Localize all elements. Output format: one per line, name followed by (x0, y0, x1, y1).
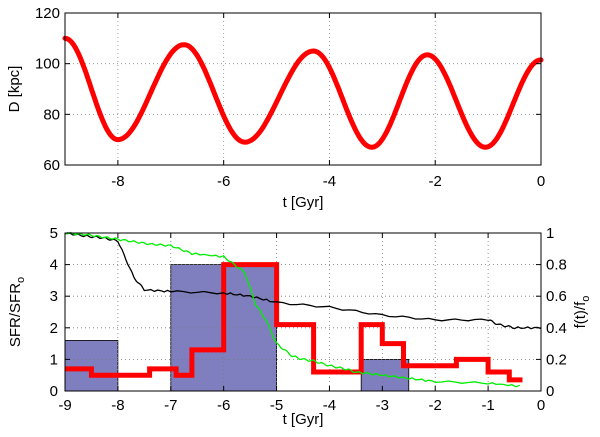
sfr-x-tick-label: -5 (270, 397, 283, 414)
fraction-y-tick-label: 1 (546, 225, 554, 242)
fraction-y-tick-label: 0.2 (546, 351, 567, 368)
sfr-y-tick-label: 3 (50, 288, 58, 305)
distance-y-tick-label: 120 (35, 5, 60, 22)
sfr-x-axis-label: t [Gyr] (283, 411, 324, 428)
sfr-x-tick-label: -9 (58, 397, 71, 414)
sfr-x-tick-label: 0 (537, 397, 545, 414)
sfr-x-tick-label: -2 (429, 397, 442, 414)
fraction-green-line (64, 231, 521, 388)
distance-plot-frame (64, 12, 542, 166)
distance-y-tick-labels: 60 80 100 120 (35, 5, 60, 174)
sfr-x-tick-label: -1 (481, 397, 494, 414)
fraction-y-tick-label: 0.8 (546, 257, 567, 274)
sfr-x-tick-labels: -9 -8 -7 -6 -5 -4 -3 -2 -1 0 (58, 397, 545, 414)
distance-x-tick-label: 0 (537, 173, 545, 190)
fraction-y-axis-label-main: f(t)/f (572, 301, 589, 328)
sfr-bar (64, 340, 119, 392)
sfr-y-tick-label: 5 (50, 225, 58, 242)
sfr-x-tick-label: -4 (323, 397, 336, 414)
sfr-grid (64, 232, 542, 392)
distance-x-tick-label: -4 (323, 173, 336, 190)
sfr-y-axis-label-sub: o (15, 277, 27, 283)
sfr-y-axis-label: SFR/SFRo (7, 277, 27, 347)
distance-ticks (65, 12, 542, 166)
distance-x-axis-label: t [Gyr] (283, 194, 324, 211)
distance-x-tick-label: -2 (429, 173, 442, 190)
sfr-ticks (64, 232, 542, 392)
sfr-x-tick-label: -8 (111, 397, 124, 414)
sfr-x-tick-label: -6 (217, 397, 230, 414)
sfr-x-tick-label: -7 (164, 397, 177, 414)
distance-y-tick-label: 100 (35, 56, 60, 73)
fraction-y-tick-label: 0 (546, 383, 554, 400)
sfr-panel: -9 -8 -7 -6 -5 -4 -3 -2 -1 0 0 1 2 3 4 5 0 0.2 0.4 0.6 0.8… (7, 225, 592, 428)
distance-curve (62, 35, 544, 150)
sfr-plot-frame (64, 232, 542, 392)
sfr-y-tick-labels: 0 1 2 3 4 5 (50, 225, 58, 400)
sfr-x-tick-label: -3 (376, 397, 389, 414)
distance-series (62, 35, 544, 150)
sfr-y-tick-label: 1 (50, 351, 58, 368)
distance-x-tick-labels: -8 -6 -4 -2 0 (111, 173, 545, 190)
distance-x-tick-label: -6 (217, 173, 230, 190)
sfr-series (64, 231, 542, 388)
fraction-y-tick-label: 0.4 (546, 320, 567, 337)
distance-x-tick-label: -8 (111, 173, 124, 190)
sfr-y-tick-label: 2 (50, 320, 58, 337)
distance-grid (65, 12, 542, 166)
sfr-y-tick-label: 4 (50, 257, 58, 274)
distance-y-tick-label: 80 (43, 106, 60, 123)
distance-y-tick-label: 60 (43, 157, 60, 174)
fraction-y-axis-label-sub: o (580, 296, 592, 302)
fraction-y-tick-label: 0.6 (546, 288, 567, 305)
fraction-y-axis-label: f(t)/fo (572, 296, 592, 329)
distance-y-axis-label: D [kpc] (6, 66, 23, 113)
sfr-y-tick-label: 0 (50, 383, 58, 400)
fraction-black-line (64, 232, 542, 330)
sfr-step-line (65, 262, 523, 383)
distance-panel: -8 -6 -4 -2 0 60 80 100 120 t [Gyr] D [kpc] (6, 5, 545, 211)
sfr-y-axis-label-main: SFR/SFR (7, 283, 24, 347)
sfr-right-tick-labels: 0 0.2 0.4 0.6 0.8 1 (546, 225, 567, 400)
